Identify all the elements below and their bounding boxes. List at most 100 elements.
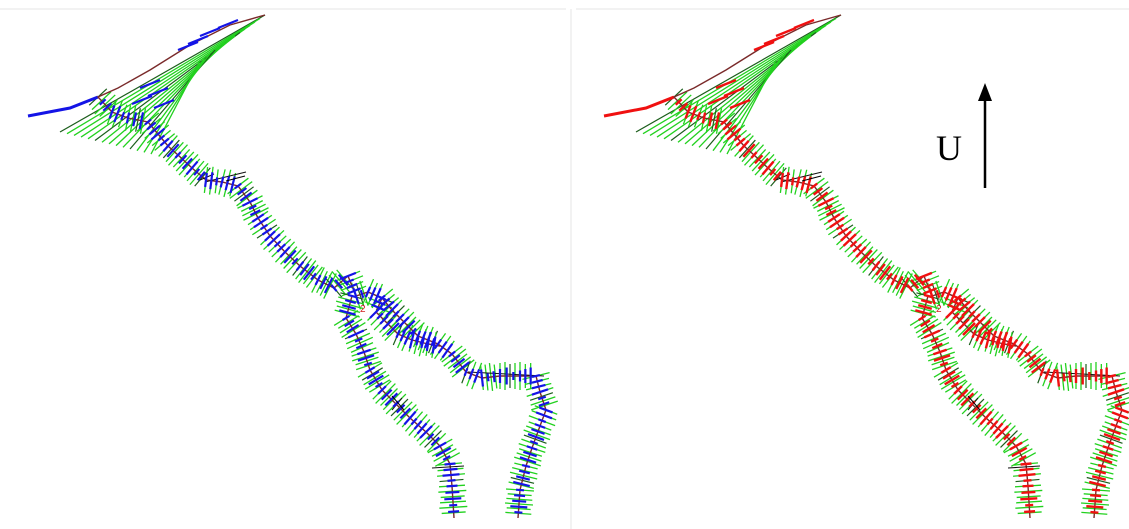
velocity-vector	[364, 366, 376, 374]
velocity-vector	[991, 337, 996, 346]
velocity-vector	[441, 343, 454, 359]
velocity-vector	[413, 420, 423, 430]
velocity-vector	[486, 373, 490, 382]
velocity-vector	[923, 293, 933, 299]
velocity-vector	[310, 272, 317, 281]
velocity-vector	[371, 303, 385, 312]
velocity-vector	[347, 293, 357, 299]
velocity-vector	[708, 112, 714, 127]
velocity-vector	[920, 298, 933, 305]
velocity-vector	[992, 422, 1004, 435]
inlet-channel	[27, 95, 99, 118]
velocity-vector	[359, 289, 365, 299]
velocity-vector	[435, 446, 452, 458]
velocity-vector	[419, 425, 433, 439]
velocity-vector	[720, 118, 728, 126]
velocity-vector	[295, 260, 305, 272]
velocity-vector	[1024, 350, 1032, 358]
velocity-vector	[531, 383, 546, 390]
velocity-vector	[132, 112, 138, 127]
velocity-vector	[138, 112, 145, 130]
velocity-vector	[425, 336, 431, 352]
velocity-vector	[468, 368, 475, 380]
velocity-vector	[1113, 395, 1123, 401]
velocity-vector	[273, 240, 282, 248]
velocity-vector	[368, 374, 384, 386]
velocity-vector	[769, 168, 777, 176]
velocity-vector	[714, 112, 721, 130]
velocity-vector	[162, 140, 174, 152]
velocity-vector	[538, 401, 550, 407]
cross-section-hatching	[635, 14, 1129, 515]
velocity-vector	[113, 105, 122, 123]
velocity-vector	[344, 319, 355, 328]
velocity-vector	[958, 300, 971, 312]
velocity-vector	[523, 450, 537, 458]
velocity-vector	[408, 331, 416, 349]
velocity-vector	[707, 94, 729, 106]
velocity-vector	[930, 337, 939, 343]
velocity-vector	[1102, 445, 1114, 451]
velocity-vector	[427, 433, 435, 441]
velocity-vector	[914, 309, 933, 316]
velocity-vector	[950, 299, 962, 306]
velocity-vector	[723, 86, 745, 98]
velocity-vector	[455, 361, 470, 374]
velocity-vector	[910, 279, 920, 289]
velocity-vector	[761, 160, 775, 176]
velocity-vector	[701, 112, 707, 124]
velocity-vector	[518, 469, 531, 475]
velocity-vector	[1115, 406, 1129, 414]
velocity-vector	[157, 134, 166, 142]
velocity-vector	[369, 305, 383, 319]
velocity-vector	[442, 455, 451, 461]
velocity-vector	[1026, 354, 1037, 363]
velocity-vector	[1107, 427, 1121, 436]
velocity-vector	[248, 204, 257, 211]
velocity-vector	[1107, 383, 1122, 390]
flow-arrow	[967, 395, 981, 411]
velocity-vector	[779, 172, 785, 188]
velocity-vector	[534, 423, 546, 429]
velocity-vector	[510, 505, 528, 509]
velocity-vector	[251, 213, 265, 223]
velocity-vector	[962, 322, 976, 336]
velocity-vector	[379, 315, 389, 325]
velocity-vector	[452, 357, 466, 369]
velocity-vector	[347, 329, 365, 339]
velocity-vector	[1006, 436, 1017, 447]
velocity-vector	[750, 151, 758, 159]
velocity-vector	[386, 322, 400, 336]
velocity-vector	[181, 157, 193, 170]
velocity-vector	[531, 388, 549, 396]
velocity-vector	[790, 177, 795, 186]
velocity-vector	[1009, 441, 1023, 451]
velocity-vector	[433, 441, 447, 451]
velocity-vector	[1097, 463, 1107, 469]
velocity-vector	[1024, 510, 1036, 514]
station-label: 2	[936, 304, 942, 315]
velocity-vector	[526, 445, 538, 451]
velocity-vector	[696, 111, 702, 121]
velocity-vector	[953, 295, 963, 301]
cross-section-line	[66, 17, 261, 135]
velocity-vector	[1105, 440, 1115, 445]
velocity-vector	[283, 249, 297, 264]
flow-arrow	[225, 175, 246, 182]
velocity-vector	[420, 337, 426, 349]
velocity-vector	[125, 112, 131, 124]
velocity-vector	[299, 263, 310, 276]
velocity-vector	[971, 329, 977, 339]
velocity-vector	[339, 309, 356, 316]
velocity-vector	[837, 227, 849, 236]
velocity-vector	[323, 277, 334, 294]
velocity-vector	[398, 316, 410, 328]
velocity-vector	[1039, 367, 1045, 377]
velocity-vector	[1062, 373, 1066, 382]
velocity-vector	[1049, 369, 1057, 383]
velocity-vector	[276, 243, 287, 253]
velocity-vector	[1107, 373, 1117, 379]
velocity-vector	[177, 40, 199, 52]
velocity-vector	[102, 102, 113, 112]
velocity-vector	[1007, 336, 1013, 354]
